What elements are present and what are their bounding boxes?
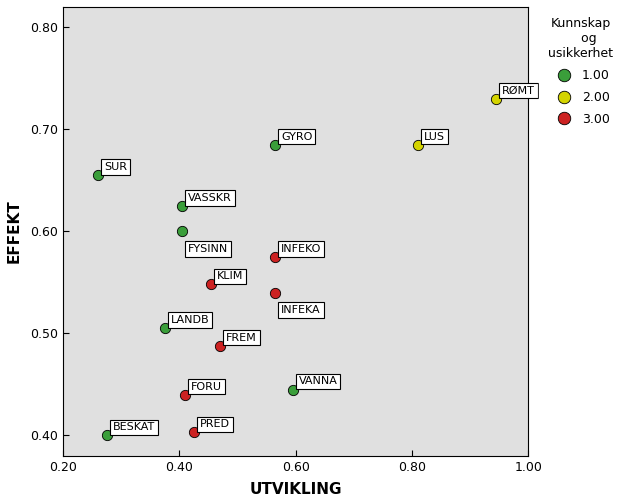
Text: BESKAT: BESKAT <box>113 422 155 432</box>
Point <box>102 431 112 439</box>
Point <box>270 141 281 149</box>
Point <box>181 391 191 399</box>
Point <box>177 202 187 210</box>
Point <box>413 141 423 149</box>
Point <box>215 342 225 350</box>
Text: FORU: FORU <box>191 382 222 392</box>
Point <box>270 253 281 261</box>
Text: PRED: PRED <box>200 419 230 429</box>
Point <box>93 171 103 179</box>
Text: LUS: LUS <box>424 132 445 142</box>
Text: RØMT: RØMT <box>503 86 535 96</box>
Text: VASSKR: VASSKR <box>188 193 232 203</box>
Text: FREM: FREM <box>226 333 257 343</box>
Point <box>177 227 187 235</box>
Text: VANNA: VANNA <box>299 376 338 387</box>
X-axis label: UTVIKLING: UTVIKLING <box>250 482 342 497</box>
Legend: 1.00, 2.00, 3.00: 1.00, 2.00, 3.00 <box>539 9 622 135</box>
Text: GYRO: GYRO <box>281 132 313 142</box>
Text: INFEKA: INFEKA <box>281 305 321 315</box>
Text: LANDB: LANDB <box>170 315 209 325</box>
Point <box>160 324 170 332</box>
Text: INFEKO: INFEKO <box>281 244 321 254</box>
Point <box>288 386 298 394</box>
Point <box>206 280 216 288</box>
Text: FYSINN: FYSINN <box>188 244 228 254</box>
Point <box>189 428 199 436</box>
Text: KLIM: KLIM <box>217 271 243 281</box>
Point <box>491 95 501 103</box>
Y-axis label: EFFEKT: EFFEKT <box>7 200 22 263</box>
Text: SUR: SUR <box>104 162 127 172</box>
Point <box>270 289 281 297</box>
